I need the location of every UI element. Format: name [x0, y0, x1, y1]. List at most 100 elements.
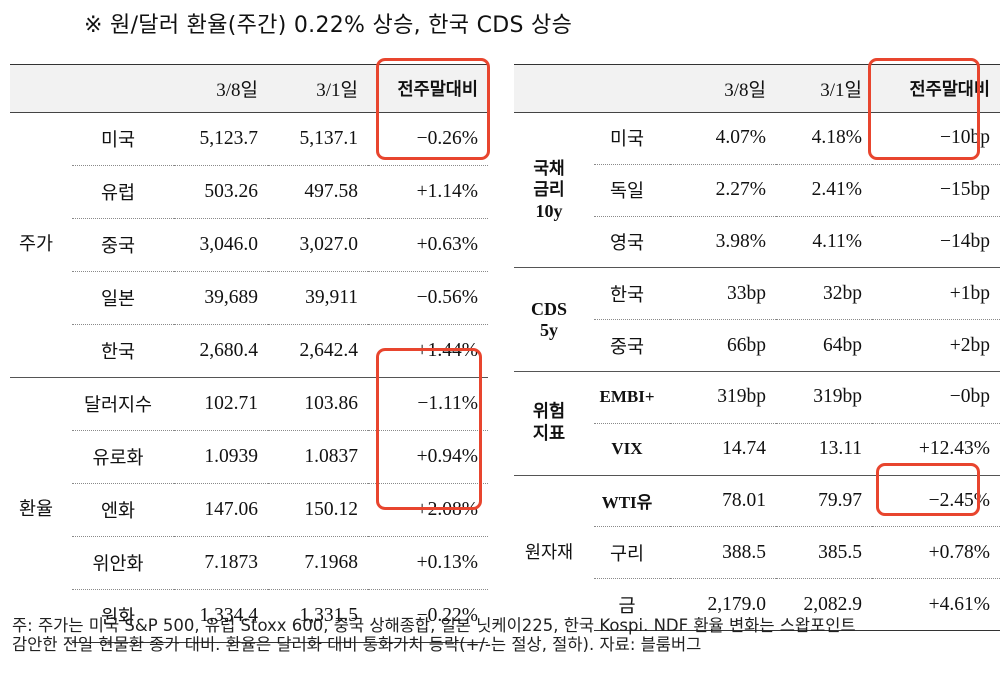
header-name	[594, 64, 670, 113]
row-change-value: +0.13%	[368, 536, 488, 590]
table-header-row: 3/8일 3/1일 전주말대비	[514, 64, 1000, 113]
row-change-value: −10bp	[872, 112, 1000, 165]
row-previous-value: 497.58	[268, 165, 368, 219]
table-row: 중국 3,046.0 3,027.0 +0.63%	[10, 218, 488, 272]
row-change-value: −0.56%	[368, 271, 488, 325]
row-change-value: +1.14%	[368, 165, 488, 219]
row-previous-value: 2.41%	[776, 164, 872, 217]
group-label-cds: CDS 5y	[514, 267, 594, 372]
row-current-value: 2,179.0	[670, 578, 776, 631]
row-current-value: 33bp	[670, 267, 776, 321]
row-current-value: 66bp	[670, 319, 776, 372]
row-current-value: 2,680.4	[174, 324, 268, 378]
row-previous-value: 1.0837	[268, 430, 368, 484]
table-row: 독일 2.27% 2.41% −15bp	[514, 164, 1000, 217]
row-change-value: +12.43%	[872, 423, 1000, 476]
row-previous-value: 7.1968	[268, 536, 368, 590]
row-previous-value: 13.11	[776, 423, 872, 476]
row-name: 미국	[72, 112, 174, 166]
row-current-value: 147.06	[174, 483, 268, 537]
row-name: 엔화	[72, 483, 174, 537]
table-row: 한국 2,680.4 2,642.4 +1.44%	[10, 324, 488, 378]
row-name: 일본	[72, 271, 174, 325]
row-change-value: +2.08%	[368, 483, 488, 537]
table-row: 위안화 7.1873 7.1968 +0.13%	[10, 536, 488, 590]
table-row: 중국 66bp 64bp +2bp	[514, 319, 1000, 372]
header-current-date: 3/8일	[174, 64, 268, 113]
row-current-value: 39,689	[174, 271, 268, 325]
row-current-value: 102.71	[174, 377, 268, 431]
row-current-value: 5,123.7	[174, 112, 268, 166]
row-name: 위안화	[72, 536, 174, 590]
row-name: WTI유	[594, 475, 670, 528]
row-previous-value: 4.18%	[776, 112, 872, 165]
row-previous-value: 319bp	[776, 371, 872, 424]
table-row: 위험 지표 EMBI+ 319bp 319bp −0bp	[514, 371, 1000, 476]
header-category	[10, 64, 72, 113]
table-row: CDS 5y 한국 33bp 32bp +1bp	[514, 267, 1000, 372]
row-previous-value: 1,331.5	[268, 589, 368, 643]
row-name: 영국	[594, 216, 670, 269]
header-previous-date: 3/1일	[776, 64, 872, 113]
row-change-value: +4.61%	[872, 578, 1000, 631]
footnote-line: 감안한 전일 현물환 종가 대비. 환율은 달러화 대비 통화가치 등락(+/-…	[12, 635, 702, 654]
header-weekly-change: 전주말대비	[368, 64, 488, 113]
group-label-line: 금리	[533, 179, 565, 200]
group-label-commodities: 원자재	[514, 475, 594, 630]
row-previous-value: 64bp	[776, 319, 872, 372]
group-label-stocks: 주가	[10, 112, 72, 378]
row-name: 미국	[594, 112, 670, 165]
row-current-value: 1,334.4	[174, 589, 268, 643]
row-current-value: 319bp	[670, 371, 776, 424]
row-name: 원화	[72, 589, 174, 643]
page-title: ※ 원/달러 환율(주간) 0.22% 상승, 한국 CDS 상승	[84, 13, 573, 38]
row-previous-value: 39,911	[268, 271, 368, 325]
table-header-row: 3/8일 3/1일 전주말대비	[10, 64, 488, 113]
row-change-value: +2bp	[872, 319, 1000, 372]
row-previous-value: 150.12	[268, 483, 368, 537]
row-name: 구리	[594, 526, 670, 580]
footnote: 주: 주가는 미국 S&P 500, 유럽 Stoxx 600, 중국 상해종합…	[12, 616, 1002, 654]
row-change-value: −0.26%	[368, 112, 488, 166]
row-name: 유럽	[72, 165, 174, 219]
row-name: 중국	[72, 218, 174, 272]
table-row: 영국 3.98% 4.11% −14bp	[514, 216, 1000, 269]
table-row: 국채 금리 10y 미국 4.07% 4.18% −10bp	[514, 112, 1000, 269]
row-change-value: −0bp	[872, 371, 1000, 424]
row-change-value: −0.22%	[368, 589, 488, 643]
row-previous-value: 2,082.9	[776, 578, 872, 631]
header-name	[72, 64, 174, 113]
table-row: 원화 1,334.4 1,331.5 −0.22%	[10, 589, 488, 643]
group-label-line: 지표	[532, 424, 566, 445]
header-category	[514, 64, 594, 113]
row-previous-value: 79.97	[776, 475, 872, 528]
row-change-value: +0.78%	[872, 526, 1000, 580]
group-label-risk: 위험 지표	[514, 371, 594, 476]
row-name: 달러지수	[72, 377, 174, 431]
row-change-value: −14bp	[872, 216, 1000, 269]
table-row: 엔화 147.06 150.12 +2.08%	[10, 483, 488, 537]
row-current-value: 503.26	[174, 165, 268, 219]
header-current-date: 3/8일	[670, 64, 776, 113]
row-change-value: +1.44%	[368, 324, 488, 378]
group-label-line: 위험	[532, 402, 566, 423]
row-current-value: 4.07%	[670, 112, 776, 165]
row-name: EMBI+	[594, 371, 670, 424]
row-current-value: 3,046.0	[174, 218, 268, 272]
row-name: 금	[594, 578, 670, 631]
group-label-bond-yield: 국채 금리 10y	[514, 112, 594, 269]
row-change-value: −1.11%	[368, 377, 488, 431]
row-name: 중국	[594, 319, 670, 372]
row-name: 유로화	[72, 430, 174, 484]
table-row: 환율 달러지수 102.71 103.86 −1.11%	[10, 377, 488, 520]
table-row: 유로화 1.0939 1.0837 +0.94%	[10, 430, 488, 484]
header-weekly-change: 전주말대비	[872, 64, 1000, 113]
row-current-value: 3.98%	[670, 216, 776, 269]
row-change-value: +1bp	[872, 267, 1000, 321]
table-row: 구리 388.5 385.5 +0.78%	[514, 526, 1000, 580]
row-previous-value: 385.5	[776, 526, 872, 580]
row-name: VIX	[594, 423, 670, 476]
row-previous-value: 4.11%	[776, 216, 872, 269]
table-row: 유럽 503.26 497.58 +1.14%	[10, 165, 488, 219]
right-market-table: 3/8일 3/1일 전주말대비 국채 금리 10y 미국 4.07% 4.18%…	[514, 64, 1000, 631]
